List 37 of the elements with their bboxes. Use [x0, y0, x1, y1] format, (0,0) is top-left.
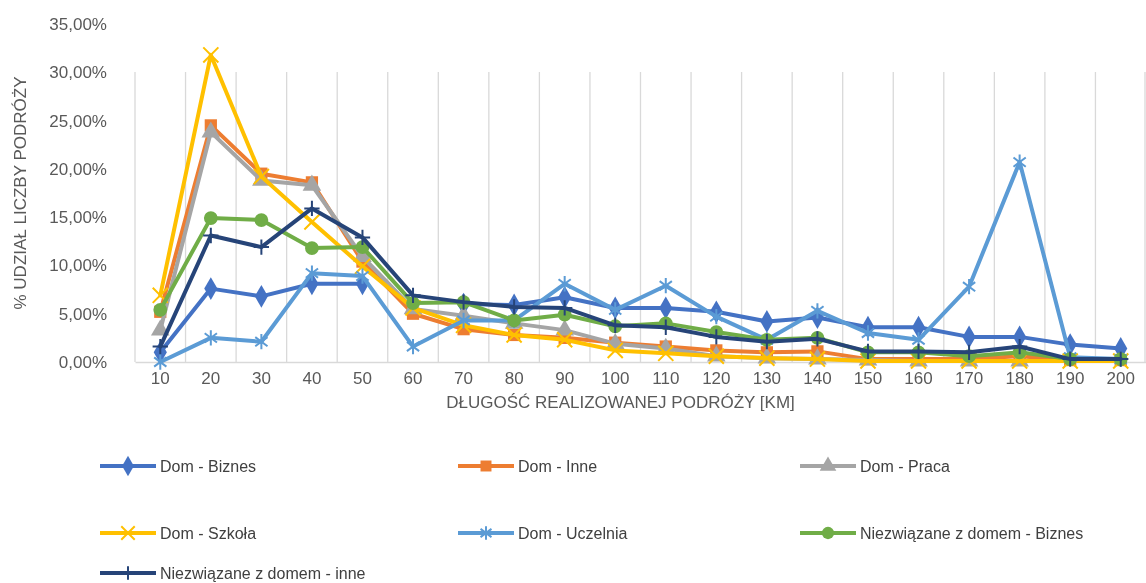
x-tick-label: 200 [1106, 369, 1135, 389]
x-tick-label: 140 [803, 369, 832, 389]
y-tick-label: 5,00% [58, 304, 107, 324]
x-tick-label: 20 [201, 369, 221, 389]
y-tick-label: 0,00% [58, 352, 107, 372]
x-axis-title: DŁUGOŚĆ REALIZOWANEJ PODRÓŻY [KM] [446, 393, 795, 412]
legend-label: Dom - Biznes [160, 458, 257, 475]
x-tick-label: 50 [353, 369, 372, 389]
x-tick-label: 190 [1055, 369, 1085, 389]
x-tick-label: 150 [853, 369, 883, 389]
x-tick-label: 80 [504, 369, 524, 389]
y-tick-label: 20,00% [49, 159, 107, 179]
legend-label: Dom - Praca [860, 458, 950, 475]
x-tick-label: 100 [601, 369, 630, 389]
x-tick-label: 170 [954, 369, 984, 389]
legend-label: Dom - Uczelnia [518, 525, 628, 542]
x-tick-label: 110 [652, 369, 680, 389]
y-tick-label: 25,00% [49, 111, 107, 131]
y-axis-title: % UDZIAŁ LICZBY PODRÓŻY [11, 76, 30, 310]
x-tick-label: 70 [454, 369, 474, 389]
x-tick-label: 10 [150, 369, 170, 389]
legend-label: Dom - Inne [518, 458, 598, 475]
legend-label: Niezwiązane z domem - Biznes [860, 525, 1084, 542]
x-tick-label: 30 [251, 369, 271, 389]
x-tick-label: 90 [555, 369, 575, 389]
x-tick-label: 160 [904, 369, 933, 389]
x-tick-label: 60 [403, 369, 423, 389]
legend-label: Dom - Szkoła [160, 525, 257, 542]
x-tick-label: 40 [302, 369, 322, 389]
y-tick-label: 35,00% [49, 14, 107, 34]
y-tick-label: 30,00% [49, 63, 107, 83]
legend-label: Niezwiązane z domem - inne [160, 565, 366, 582]
x-tick-label: 130 [752, 369, 782, 389]
y-tick-label: 15,00% [49, 208, 107, 228]
x-tick-label: 120 [702, 369, 731, 389]
y-tick-label: 10,00% [49, 256, 107, 276]
x-tick-label: 180 [1005, 369, 1034, 389]
